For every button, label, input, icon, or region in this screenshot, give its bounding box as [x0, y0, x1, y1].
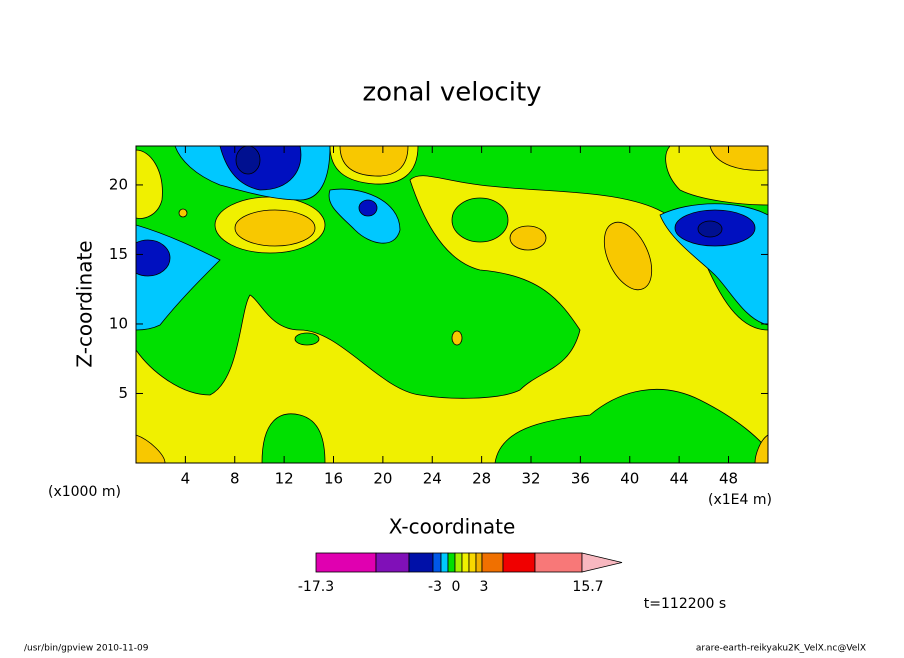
x-tick-label: 8: [230, 470, 240, 488]
colorbar-segment: [454, 552, 463, 573]
colorbar-segment: [375, 552, 410, 573]
colorbar-segment: [481, 552, 504, 573]
x-tick-label: 4: [181, 470, 191, 488]
colorbar-tick-label: 0: [452, 579, 461, 595]
colorbar-segment: [468, 552, 477, 573]
x-axis-label: X-coordinate: [389, 515, 516, 539]
chart-title: zonal velocity: [362, 78, 541, 108]
plot-frame: [135, 145, 769, 464]
x-tick-label: 16: [324, 470, 343, 488]
y-tick-label: 5: [118, 384, 128, 402]
colorbar-segment: [408, 552, 434, 573]
colorbar-tick-label: 15.7: [572, 579, 603, 595]
colorbar-segment: [475, 552, 483, 573]
colorbar-tick-label: 3: [480, 579, 489, 595]
x-tick-label: 48: [719, 470, 738, 488]
y-tick-label: 10: [109, 314, 128, 332]
x-tick-label: 44: [670, 470, 689, 488]
colorbar-segment: [502, 552, 536, 573]
footer-left: /usr/bin/gpview 2010-11-09: [24, 644, 149, 654]
colorbar-extension: [581, 552, 623, 573]
colorbar-segment: [315, 552, 377, 573]
x-tick-label: 12: [275, 470, 294, 488]
y-unit: (x1000 m): [48, 484, 121, 500]
time-label: t=112200 s: [644, 596, 726, 612]
colorbar-tick-label: -3: [428, 579, 442, 595]
x-tick-label: 40: [620, 470, 639, 488]
colorbar-tick-label: -17.3: [298, 579, 334, 595]
colorbar-segment: [432, 552, 442, 573]
x-tick-label: 28: [472, 470, 491, 488]
x-unit: (x1E4 m): [708, 492, 772, 508]
colorbar-segment: [534, 552, 583, 573]
y-axis-label: Z-coordinate: [73, 240, 97, 367]
x-tick-label: 32: [521, 470, 540, 488]
y-tick-label: 20: [109, 175, 128, 193]
x-tick-label: 20: [373, 470, 392, 488]
colorbar-segment: [440, 552, 449, 573]
x-tick-label: 24: [423, 470, 442, 488]
x-tick-label: 36: [571, 470, 590, 488]
y-tick-label: 15: [109, 245, 128, 263]
footer-right: arare-earth-reikyaku2K_VelX.nc@VelX: [696, 644, 866, 654]
colorbar-segment: [461, 552, 470, 573]
contour-field: [136, 146, 768, 463]
colorbar-segment: [447, 552, 456, 573]
